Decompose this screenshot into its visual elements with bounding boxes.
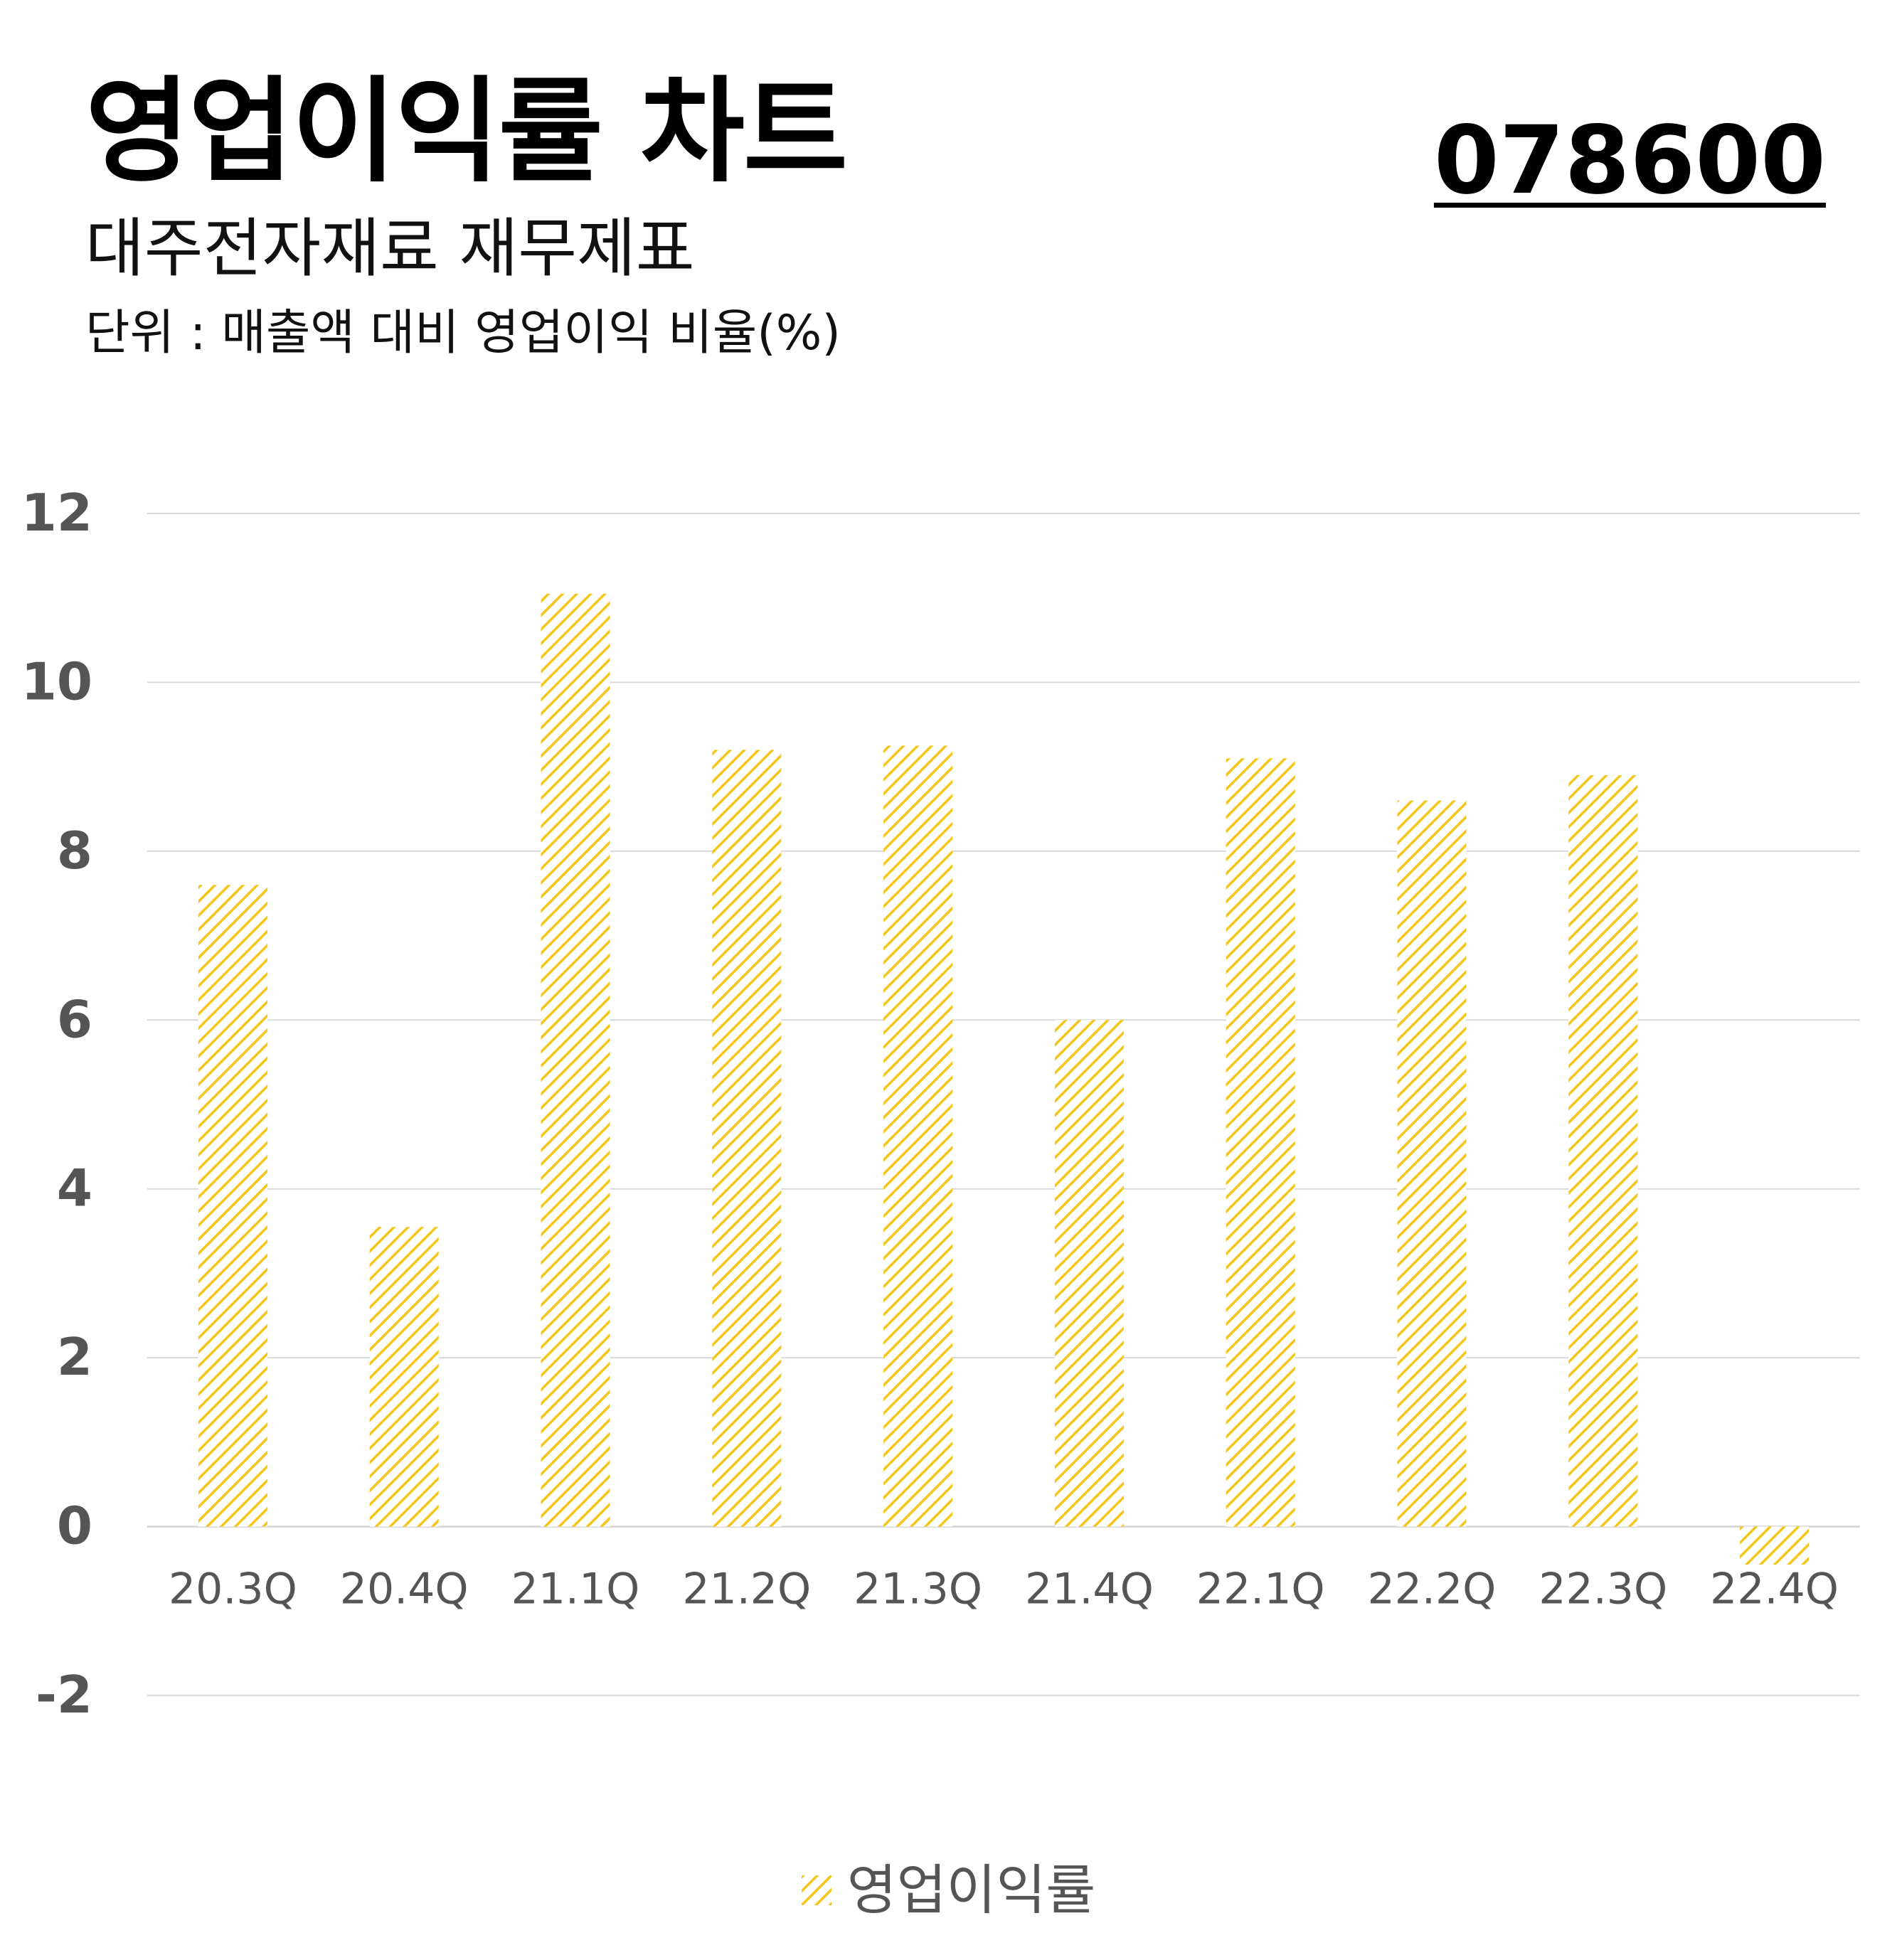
bar	[541, 593, 610, 1527]
y-tick-label: 0	[57, 1496, 92, 1556]
x-tick-label: 22.2Q	[1368, 1565, 1497, 1614]
x-tick-label: 21.2Q	[682, 1565, 811, 1614]
y-tick-label: 2	[57, 1327, 92, 1387]
bar	[712, 750, 782, 1527]
y-tick-label: 4	[57, 1159, 92, 1218]
x-tick-label: 20.4Q	[340, 1565, 469, 1614]
bar	[1054, 1020, 1124, 1527]
bar	[883, 745, 953, 1527]
bar-chart: 12 10 8 6 4 2 0 -2 20.3Q 20.4Q 21.1Q 21.2Q 21.3Q 21.…	[21, 483, 1860, 1725]
x-tick-label: 22.1Q	[1196, 1565, 1325, 1614]
bar	[198, 885, 267, 1527]
legend-swatch-icon	[801, 1875, 831, 1905]
x-axis-ticks: 20.3Q 20.4Q 21.1Q 21.2Q 21.3Q 21.4Q 22.1Q 22.2Q…	[169, 1565, 1839, 1614]
chart-title: 영업이익률 차트	[85, 65, 848, 198]
legend: 영업이익률	[0, 1863, 1897, 1917]
x-tick-label: 21.4Q	[1025, 1565, 1154, 1614]
legend-label: 영업이익률	[846, 1858, 1096, 1922]
x-tick-label: 22.3Q	[1539, 1565, 1667, 1614]
bar	[369, 1227, 439, 1527]
bar	[1740, 1526, 1810, 1565]
y-tick-label: 6	[57, 989, 92, 1049]
bar	[1568, 775, 1638, 1527]
bar	[1397, 800, 1467, 1527]
x-tick-label: 20.3Q	[169, 1565, 297, 1614]
y-tick-label: 8	[57, 821, 92, 880]
y-tick-label: 10	[21, 651, 92, 711]
y-tick-label: -2	[36, 1665, 92, 1725]
stock-code: 078600	[1433, 106, 1826, 215]
chart-subtitle: 대주전자재료 재무제표	[85, 211, 695, 286]
y-axis-ticks: 12 10 8 6 4 2 0 -2	[21, 483, 92, 1725]
x-tick-label: 21.1Q	[511, 1565, 640, 1614]
x-tick-label: 22.4Q	[1710, 1565, 1839, 1614]
unit-label: 단위 : 매출액 대비 영업이익 비율(%)	[85, 305, 841, 361]
x-tick-label: 21.3Q	[854, 1565, 982, 1614]
bar	[1226, 758, 1295, 1527]
bars	[198, 593, 1810, 1565]
y-tick-label: 12	[21, 483, 92, 543]
